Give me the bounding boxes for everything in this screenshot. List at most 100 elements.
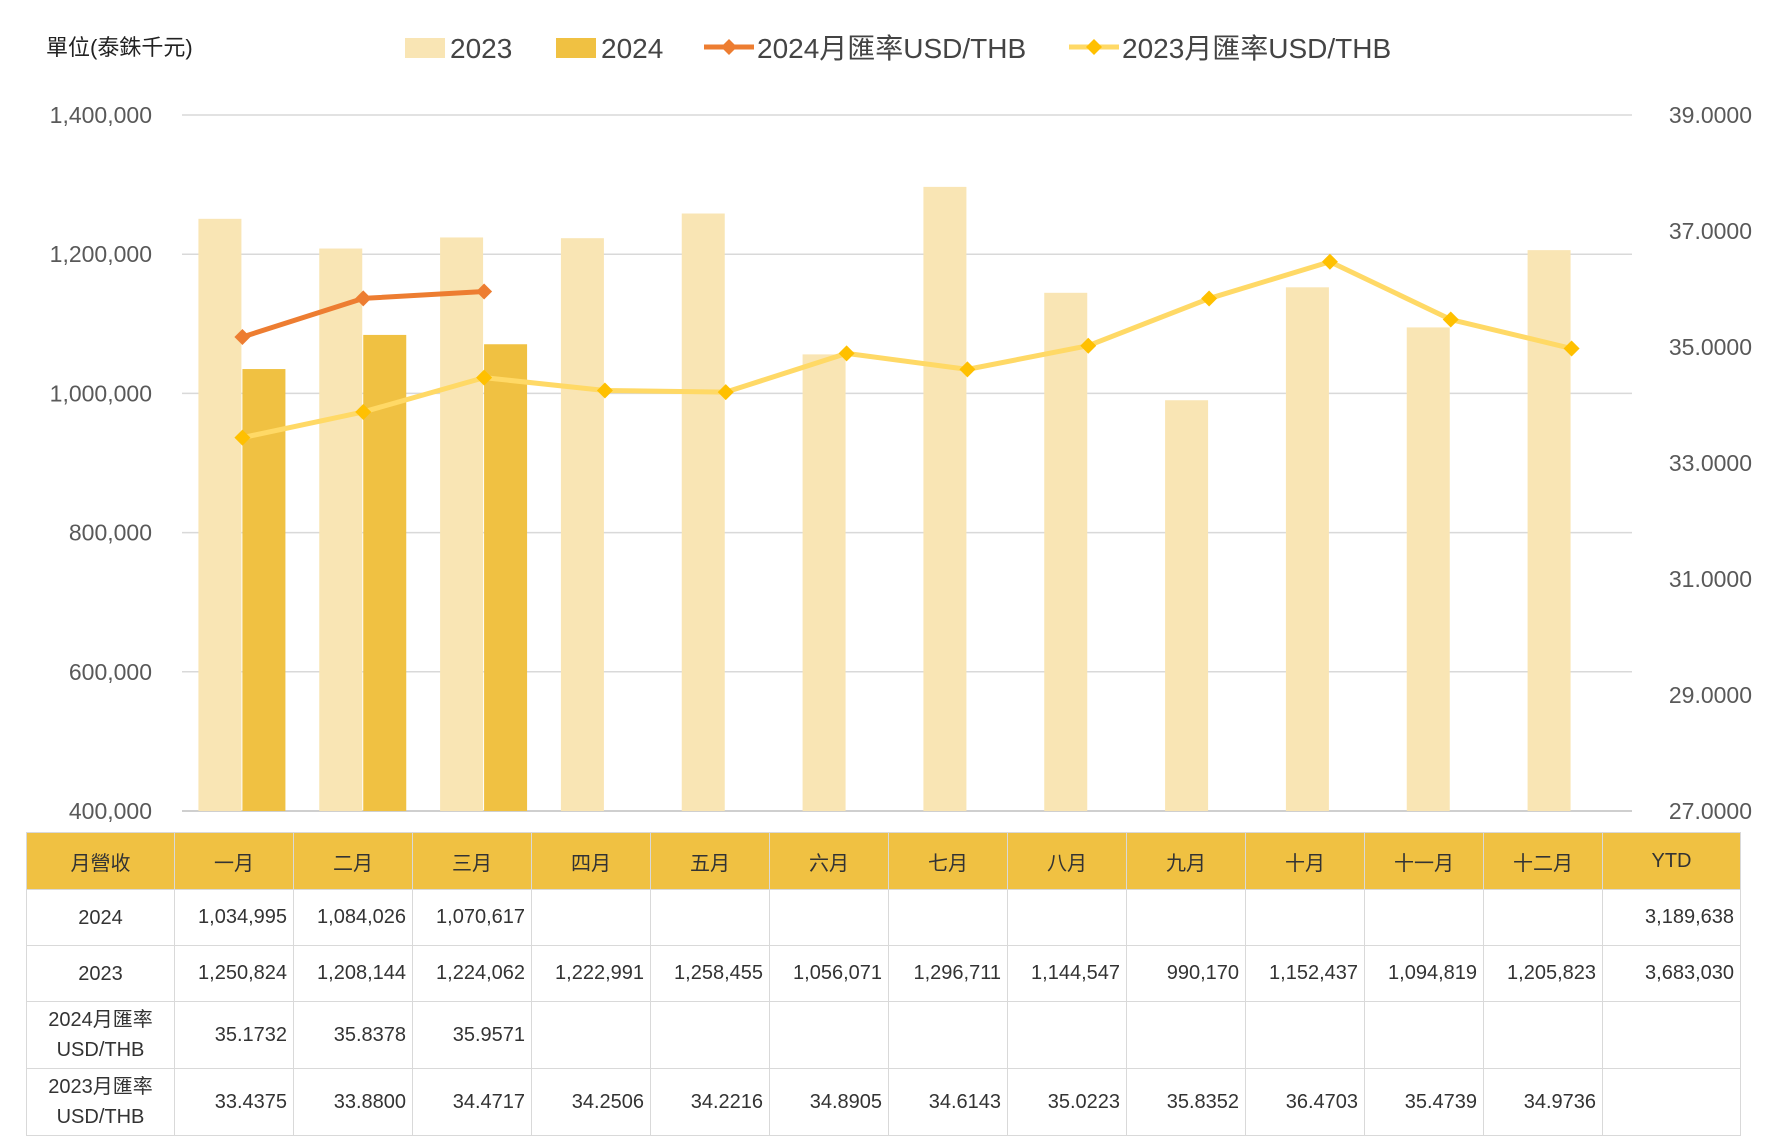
left-tick-label: 1,400,000 [50,102,152,128]
left-tick-label: 400,000 [69,798,152,824]
left-tick-label: 1,200,000 [50,241,152,267]
table-cell: 1,258,455 [650,945,770,1002]
table-cell: 3,189,638 [1602,889,1741,946]
bar-2023-7 [923,186,967,811]
right-tick-label: 39.0000 [1669,102,1752,128]
marker-2023月匯率USD/THB-10 [1321,253,1338,270]
bar-2023-12 [1527,250,1571,811]
marker-2024月匯率USD/THB-2 [355,290,372,307]
bars [198,186,1571,812]
table-cell: 1,084,026 [293,889,413,946]
table-month-header: 四月 [531,832,651,890]
bar-2023-5 [681,213,725,811]
table-cell: 34.8905 [769,1068,889,1136]
table-month-header: 一月 [174,832,294,890]
table-corner-header: 月營收 [26,832,175,890]
bar-2023-10 [1285,287,1329,811]
bar-2023-8 [1044,292,1088,811]
table-cell [531,1001,651,1069]
table-cell [888,1001,1008,1069]
table-cell: 1,070,617 [412,889,532,946]
marker-2023月匯率USD/THB-12 [1563,340,1580,357]
table-cell: 34.2506 [531,1068,651,1136]
table-cell: 1,094,819 [1364,945,1484,1002]
table-row-label: 2024 [26,889,175,946]
marker-2024月匯率USD/THB-1 [234,328,251,345]
right-tick-label: 27.0000 [1669,798,1752,824]
table-cell [531,889,651,946]
table-cell: 35.8352 [1126,1068,1246,1136]
table-month-header: 七月 [888,832,1008,890]
legend-label-2024: 2024 [601,33,663,64]
legend-label-2023: 2023 [450,33,512,64]
legend-label-2023月匯率USD/THB: 2023月匯率USD/THB [1122,33,1391,64]
bar-2023-4 [560,238,604,812]
table-cell [1602,1068,1741,1136]
unit-label: 單位(泰銖千元) [46,35,193,60]
marker-2023月匯率USD/THB-9 [1201,290,1218,307]
table-row-label: 2023月匯率USD/THB [26,1068,175,1136]
table-cell: 34.9736 [1483,1068,1603,1136]
left-tick-label: 1,000,000 [50,380,152,406]
table-cell [650,889,770,946]
table-cell [769,1001,889,1069]
table-cell: 1,208,144 [293,945,413,1002]
legend-label-2024月匯率USD/THB: 2024月匯率USD/THB [757,33,1026,64]
bar-2023-6 [802,354,846,811]
marker-2023月匯率USD/THB-3 [476,369,493,386]
table-cell [888,889,1008,946]
table-cell: 1,056,071 [769,945,889,1002]
bar-2024-3 [484,344,528,811]
table-month-header: 六月 [769,832,889,890]
bar-2024-1 [242,369,286,811]
table-cell: 35.1732 [174,1001,294,1069]
table-cell [1126,1001,1246,1069]
table-header-row: 月營收 一月 二月 三月 四月 五月 六月 七月 八月 九月 十月 十一月 十二月 YTD [26,832,1741,890]
table-cell: 1,250,824 [174,945,294,1002]
table-cell: 35.8378 [293,1001,413,1069]
line-2023月匯率USD/THB [241,259,1573,441]
bar-2023-11 [1406,327,1450,811]
right-tick-label: 33.0000 [1669,450,1752,476]
table-month-header: 五月 [650,832,770,890]
marker-2023月匯率USD/THB-7 [959,361,976,378]
table-cell [1483,889,1603,946]
table-cell [1602,1001,1741,1069]
data-table: 月營收 一月 二月 三月 四月 五月 六月 七月 八月 九月 十月 十一月 十二月 YTD 2024 1,0… [26,832,1741,1136]
marker-2023月匯率USD/THB-2 [355,403,372,420]
lines [234,253,1580,446]
bar-2023-1 [198,218,242,812]
marker-2023月匯率USD/THB-1 [234,429,251,446]
left-tick-label: 800,000 [69,520,152,546]
marker-2023月匯率USD/THB-11 [1442,311,1459,328]
table-cell: 34.6143 [888,1068,1008,1136]
marker-2023月匯率USD/THB-8 [1080,337,1097,354]
table-cell [1007,1001,1127,1069]
bar-2023-2 [319,248,363,812]
left-tick-label: 600,000 [69,659,152,685]
table-cell: 1,205,823 [1483,945,1603,1002]
table-cell [1364,1001,1484,1069]
table-cell [1126,889,1246,946]
table-month-header: 三月 [412,832,532,890]
legend-marker-2024月匯率USD/THB [721,39,737,55]
left-axis: 400,000 600,000 800,000 1,000,000 1,200,000 1… [50,102,152,824]
legend-swatch-2023 [405,38,445,58]
table-cell: 34.2216 [650,1068,770,1136]
table-cell: 35.0223 [1007,1068,1127,1136]
table-cell [1364,889,1484,946]
right-axis: 27.0000 29.0000 31.0000 33.0000 35.0000 37.00… [1669,102,1752,824]
right-tick-label: 31.0000 [1669,566,1752,592]
table-cell: 35.4739 [1364,1068,1484,1136]
table-cell: 1,224,062 [412,945,532,1002]
table-month-header: YTD [1602,832,1741,890]
marker-2023月匯率USD/THB-5 [717,384,734,401]
table-cell [1245,889,1365,946]
table-row-label: 2024月匯率USD/THB [26,1001,175,1069]
table-cell: 1,144,547 [1007,945,1127,1002]
table-row: 2023 1,250,824 1,208,144 1,224,062 1,222,991… [26,945,1741,1002]
table-cell: 33.8800 [293,1068,413,1136]
table-month-header: 十月 [1245,832,1365,890]
table-month-header: 十二月 [1483,832,1603,890]
table-row: 2024 1,034,995 1,084,026 1,070,617 3,189,638 [26,889,1741,946]
